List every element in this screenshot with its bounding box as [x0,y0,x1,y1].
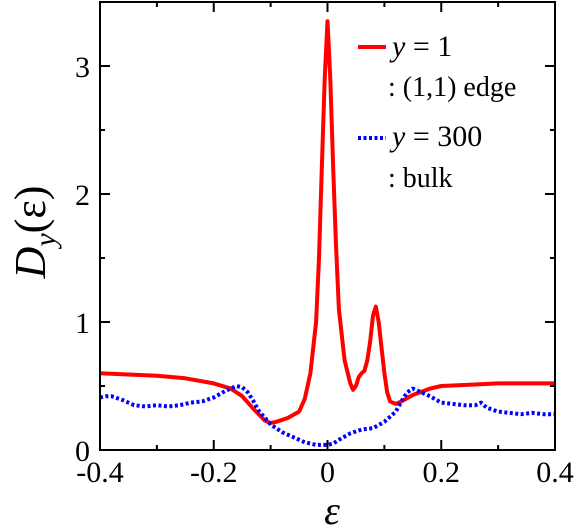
legend: y = 1 : (1,1) edge y = 300 : bulk [358,30,516,194]
legend-desc-bulk: : bulk [388,163,453,194]
x-tick-label: 0.2 [423,456,461,489]
y-tick-label: 0 [75,435,90,468]
y-tick-label: 1 [75,307,90,340]
legend-label-bulk: y = 300 [389,120,482,153]
legend-label-bulk-eq: = 300 [405,120,482,153]
x-axis-label: ε [324,488,340,528]
y-tick-label: 2 [75,179,90,212]
legend-desc-edge: : (1,1) edge [388,72,516,103]
series-layer [99,19,555,447]
tick-label-layer: -0.4 -0.2 0 0.2 0.4 0 1 2 3 [75,51,574,489]
y-axis-label-symbol: D [6,246,55,279]
y-axis-label-subscript: y [29,233,62,250]
svg-text:Dy(ε): Dy(ε) [6,186,62,280]
x-tick-label: 0 [320,456,335,489]
legend-label-bulk-var: y [389,120,406,153]
x-tick-label: 0.4 [536,456,574,489]
y-axis-label: Dy(ε) [6,186,62,280]
legend-label-edge: y = 1 [389,30,452,63]
legend-label-edge-eq: = 1 [405,30,452,63]
series-line-bulk [99,384,555,447]
x-tick-label: -0.2 [190,456,238,489]
plot-frame [99,1,556,451]
y-axis-label-argument: (ε) [6,186,55,234]
legend-label-edge-var: y [389,30,406,63]
x-tick-label: -0.4 [76,456,124,489]
y-tick-label: 3 [75,51,90,84]
